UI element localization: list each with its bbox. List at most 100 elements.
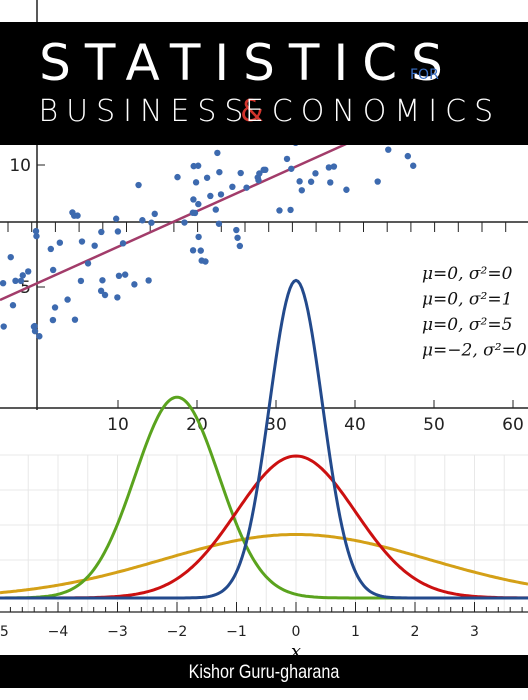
point [78,238,86,245]
curve [0,533,528,595]
title: STATISTICS [39,34,457,92]
point [234,234,241,241]
x-tick-label: −1 [226,624,247,640]
point [30,323,38,330]
point [151,210,158,218]
legend-entry: μ=−2, σ²=0 [422,341,527,361]
point [139,217,146,224]
point [9,302,17,309]
point [36,333,43,340]
point [71,316,79,323]
point [298,187,305,194]
point [189,209,197,216]
point [112,215,120,222]
point [217,191,225,198]
point [203,174,211,181]
point [114,228,122,235]
x-tick-label: 0 [292,624,301,640]
point [288,165,295,172]
x-tick-label: 60 [502,415,524,435]
point [33,232,40,240]
point [56,239,64,246]
x-axis-label: x [291,641,301,662]
x-tick-label: 2 [411,624,420,640]
point [99,277,106,284]
point [283,155,291,163]
legend-entry: μ=0, σ²=1 [422,290,512,310]
subtitle-amp: & [240,94,263,129]
point [207,192,214,200]
point [47,245,55,253]
point [91,242,98,249]
point [121,271,129,278]
point [101,291,109,299]
point [276,207,283,214]
point [215,220,223,227]
point [197,247,204,254]
point [148,219,155,226]
point [410,162,417,169]
point [49,316,57,324]
point [243,184,250,191]
point [190,162,197,170]
point [296,178,303,185]
point [97,287,105,295]
title-band [0,22,528,145]
x-tick-label: −2 [167,624,188,640]
x-tick-label: 10 [107,415,129,435]
point [32,227,40,235]
point [51,304,59,311]
point [12,277,19,285]
point [385,146,392,153]
y-tick-label: 10 [9,156,31,176]
point [98,228,105,236]
point [192,179,200,186]
point [181,219,188,226]
point [64,296,71,303]
legend-entry: μ=0, σ²=0 [422,264,513,284]
density-plot: −5 −4 −3 −2 −1 0 1 2 3 x μ=0, σ²=0 μ=0, σ²=1 μ=0, σ²… [0,264,528,662]
point [229,183,236,191]
subtitle-right: ECONOMICS [245,94,501,129]
point [69,209,76,216]
point [330,163,338,170]
point [25,268,32,275]
point [233,226,240,234]
x-tick-label: −5 [0,624,9,640]
point [325,164,333,171]
point [374,178,381,185]
point [202,258,209,265]
legend-entry: μ=0, σ²=5 [422,315,512,335]
author-band [0,655,528,688]
point [195,200,202,208]
point [237,169,244,177]
point [174,173,181,181]
x-tick-label: 30 [265,415,287,435]
point [145,277,152,284]
point [114,294,121,301]
x-tick-label: 3 [470,624,479,640]
x-tick-label: 1 [351,624,360,640]
point [327,179,334,186]
point [255,177,262,184]
point [307,178,315,185]
point [260,166,267,174]
point [77,277,85,285]
point [216,168,223,176]
point [214,149,221,157]
x-tick-label: −4 [48,624,69,640]
point [7,253,14,261]
x-tick-label: 40 [344,415,366,435]
point [17,277,25,285]
point [195,233,202,241]
author: Kishor Guru-gharana [189,661,340,683]
title-suffix: FOR [410,67,439,83]
point [135,181,142,189]
point [115,272,123,280]
curve [0,454,528,600]
x-tick-label: 50 [423,415,445,435]
x-tick-label: −3 [107,624,128,640]
point [404,152,412,160]
point [236,242,244,250]
